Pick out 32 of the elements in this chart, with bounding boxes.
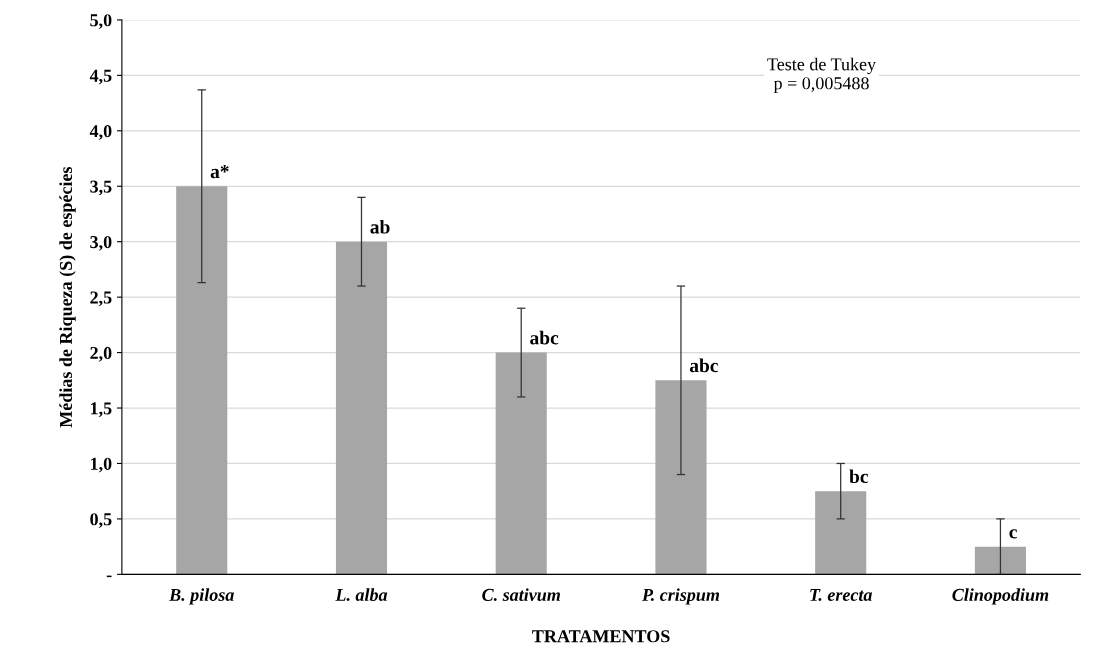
x-axis-title: TRATAMENTOS <box>532 630 670 643</box>
y-tick-label: - <box>106 575 112 578</box>
bar <box>815 491 867 575</box>
annotation: abc <box>530 330 559 345</box>
annotation: ab <box>370 219 390 234</box>
bar <box>335 241 388 575</box>
y-tick-label: 4,5 <box>89 69 112 85</box>
y-tick-label: 1,5 <box>91 402 112 418</box>
y-tick-label: 2,5 <box>90 291 112 307</box>
bar <box>655 380 707 575</box>
annotation: a* <box>210 165 229 179</box>
y-tick-label: 0,5 <box>90 513 112 528</box>
bar <box>176 186 228 575</box>
x-tick-label: Clinopodium <box>952 588 1049 605</box>
x-tick-label: B. pilosa <box>168 588 234 605</box>
y-axis-title: Médias de Riqueza (S) de espécies <box>59 166 76 428</box>
y-tick-label: 2,0 <box>90 346 112 362</box>
y-tick-label: 1,0 <box>91 457 112 473</box>
annotation: bc <box>849 469 868 484</box>
annotation: abc <box>689 358 718 373</box>
x-tick-label: P. crispum <box>641 588 720 605</box>
annotation: c <box>1009 529 1017 539</box>
x-tick-label: L. alba <box>335 588 388 602</box>
x-tick-label: T. erecta <box>810 588 873 602</box>
y-tick-label: 5,0 <box>90 14 112 29</box>
y-tick-label: 4,0 <box>89 125 112 140</box>
bar <box>974 546 1026 575</box>
y-tick-label: 3,5 <box>90 180 112 196</box>
bar <box>495 352 547 575</box>
x-tick-label: C. sativum <box>482 588 560 602</box>
annotation: Teste de Tukey p = 0,005488 <box>767 57 876 94</box>
y-tick-label: 3,0 <box>90 235 112 251</box>
